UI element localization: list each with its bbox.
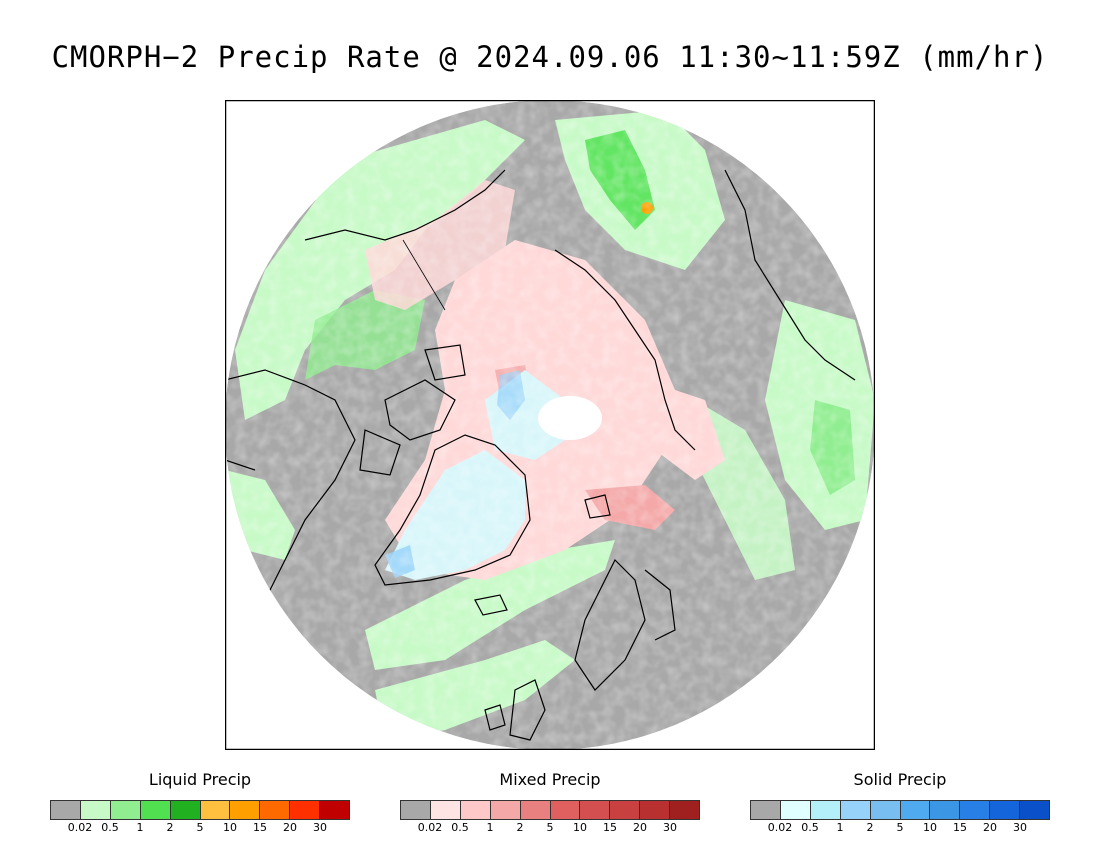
- legend-tick-labels: 0.02 0.5 1 2 5 10 15 20 30: [50, 821, 350, 835]
- legend-tick-label: 2: [866, 821, 874, 834]
- legend-tick-label: 5: [896, 821, 904, 834]
- legend-tick-label: 2: [516, 821, 524, 834]
- legend-title: Mixed Precip: [499, 770, 601, 789]
- coastline-british-isles: [484, 679, 546, 741]
- coastline-svalbard: [584, 494, 611, 519]
- globe-disk: [225, 100, 875, 750]
- legend-tick-labels: 0.02 0.5 1 2 5 10 15 20 30: [400, 821, 700, 835]
- legend-tick-label: 0.5: [101, 821, 119, 834]
- legend-swatch-9: [670, 801, 700, 819]
- coastline-siberia: [554, 249, 696, 451]
- legend-liquid-precip: Liquid Precip 0.02 0.5 1 2 5 10 15 20 30: [50, 770, 350, 834]
- legend-tick-label: 10: [923, 821, 937, 834]
- coastline-canadian-archipelago: [359, 344, 466, 476]
- legend-tick-label: 5: [196, 821, 204, 834]
- legend-tick-label: 1: [836, 821, 844, 834]
- legend-color-bar: [50, 800, 350, 820]
- legend-swatch-4: [520, 801, 551, 819]
- legend-tick-label: 10: [573, 821, 587, 834]
- legend-swatch-0: [51, 801, 81, 819]
- precip-speckle-texture: [225, 100, 875, 750]
- coastline-greenland: [374, 434, 531, 586]
- legend-tick-label: 2: [166, 821, 174, 834]
- polar-precip-map: [225, 100, 875, 750]
- coastline-scandinavia: [574, 558, 676, 691]
- legend-swatch-6: [580, 801, 611, 819]
- legend-tick-label: 15: [603, 821, 617, 834]
- legend-swatch-2: [110, 801, 141, 819]
- border-alaska-canada: [402, 239, 446, 311]
- coastline-alaska: [304, 169, 506, 241]
- legend-tick-label: 1: [486, 821, 494, 834]
- legend-swatch-0: [751, 801, 781, 819]
- legend-swatch-7: [960, 801, 991, 819]
- legend-swatch-3: [140, 801, 171, 819]
- legend-swatch-1: [80, 801, 111, 819]
- legend-tick-label: 30: [1013, 821, 1027, 834]
- legend-tick-label: 30: [313, 821, 327, 834]
- legend-swatch-7: [260, 801, 291, 819]
- legend-swatch-3: [840, 801, 871, 819]
- legend-swatch-6: [230, 801, 261, 819]
- legend-swatch-1: [430, 801, 461, 819]
- legend-tick-label: 15: [253, 821, 267, 834]
- chart-title: CMORPH−2 Precip Rate @ 2024.09.06 11:30~…: [51, 40, 1049, 74]
- coastlines: [225, 169, 856, 741]
- legend-swatch-4: [870, 801, 901, 819]
- legend-tick-labels: 0.02 0.5 1 2 5 10 15 20 30: [750, 821, 1050, 835]
- legend-swatch-3: [490, 801, 521, 819]
- legend-swatch-8: [640, 801, 671, 819]
- legend-tick-label: 0.02: [417, 821, 443, 834]
- coastline-north-america: [225, 369, 356, 641]
- legend-tick-label: 0.5: [451, 821, 469, 834]
- legend-color-bar: [400, 800, 700, 820]
- legend-swatch-2: [810, 801, 841, 819]
- legend-tick-label: 20: [983, 821, 997, 834]
- legend-swatch-2: [460, 801, 491, 819]
- legend-swatch-5: [550, 801, 581, 819]
- legend-tick-label: 5: [546, 821, 554, 834]
- legend-color-bar: [750, 800, 1050, 820]
- legend-swatch-0: [401, 801, 431, 819]
- legend-tick-label: 30: [663, 821, 677, 834]
- coastline-iceland: [474, 594, 508, 616]
- legend-tick-label: 0.5: [801, 821, 819, 834]
- legend-title: Liquid Precip: [148, 770, 252, 789]
- coastline-east-asia: [724, 169, 856, 381]
- legend-swatch-9: [320, 801, 350, 819]
- legend-tick-label: 15: [953, 821, 967, 834]
- legend-title: Solid Precip: [853, 770, 947, 789]
- map-border: [225, 100, 875, 750]
- legend-swatch-4: [170, 801, 201, 819]
- legend-swatch-6: [930, 801, 961, 819]
- legend-mixed-precip: Mixed Precip 0.02 0.5 1 2 5 10 15 20 30: [400, 770, 700, 834]
- legend-tick-label: 0.02: [767, 821, 793, 834]
- legend-tick-label: 10: [223, 821, 237, 834]
- legend-swatch-7: [610, 801, 641, 819]
- legend-swatch-9: [1020, 801, 1050, 819]
- legend-tick-label: 20: [633, 821, 647, 834]
- legend-solid-precip: Solid Precip 0.02 0.5 1 2 5 10 15 20 30: [750, 770, 1050, 834]
- legend-swatch-5: [900, 801, 931, 819]
- legend-tick-label: 1: [136, 821, 144, 834]
- legend-tick-label: 20: [283, 821, 297, 834]
- legend-tick-label: 0.02: [67, 821, 93, 834]
- legend-swatch-8: [290, 801, 321, 819]
- legend-swatch-5: [200, 801, 231, 819]
- legend-swatch-8: [990, 801, 1021, 819]
- legend-swatch-1: [780, 801, 811, 819]
